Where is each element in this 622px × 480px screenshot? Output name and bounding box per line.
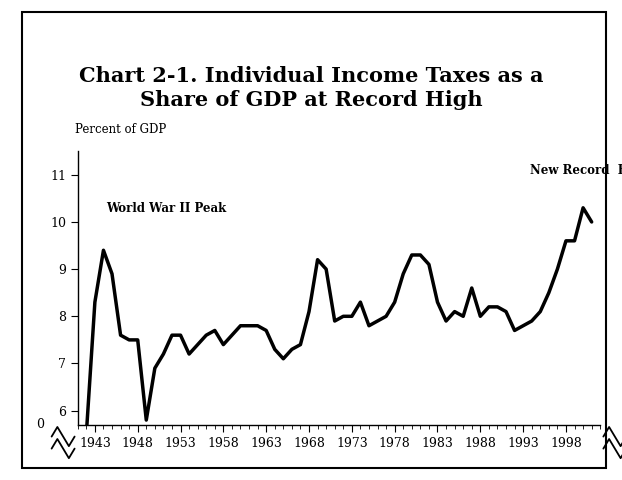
Text: New Record  High: New Record High — [530, 164, 622, 177]
Text: World War II Peak: World War II Peak — [106, 202, 226, 215]
Text: Percent of GDP: Percent of GDP — [75, 123, 166, 136]
Text: Chart 2-1. Individual Income Taxes as a
Share of GDP at Record High: Chart 2-1. Individual Income Taxes as a … — [79, 66, 543, 110]
Text: 0: 0 — [36, 418, 44, 432]
